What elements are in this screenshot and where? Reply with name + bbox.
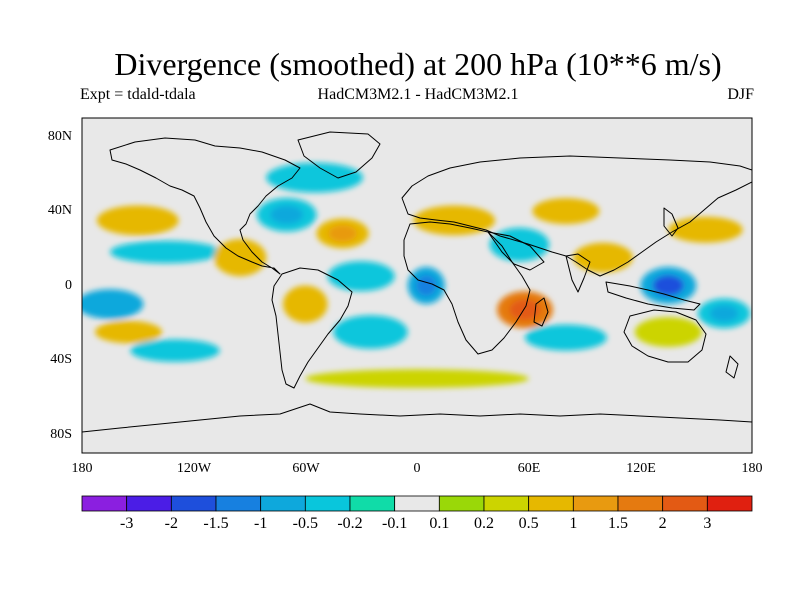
coastline-arabia [487,231,545,271]
colorbar: -3 -2 -1.5 -1 -0.5 -0.2 -0.1 0.1 0.2 0.5 1 1.5 2 3 [81,495,753,532]
coastline-north-america [109,137,301,275]
colorbar-label-1: -2 [165,515,178,532]
colorbar-label-10: 1 [569,515,577,532]
field-core-0 [115,212,161,229]
colorbar-swatch-6 [349,495,396,512]
colorbar-swatch-9 [483,495,530,512]
colorbar-swatch-8 [438,495,485,512]
colorbar-label-6: -0.1 [382,515,407,532]
field-anomaly-11 [333,315,408,349]
coastline-eurasia [401,155,752,277]
colorbar-swatch-2 [170,495,217,512]
field-core-3 [110,325,147,339]
coastline-japan [663,207,679,237]
coastline-new-zealand [725,355,739,379]
lon-tick-120w: 120W [176,461,212,476]
colorbar-swatch-13 [662,495,708,512]
lat-tick-80n: 80N [47,129,72,144]
colorbar-swatch-1 [126,495,172,512]
colorbar-swatch-3 [215,495,262,512]
field-core-20 [685,222,726,237]
model-label: HadCM3M2.1 - HadCM3M2.1 [317,86,519,103]
colorbar-label-12: 2 [659,515,667,532]
map-title: Divergence (smoothed) at 200 hPa (10**6 … [114,46,722,82]
lon-tick-0: 0 [413,461,421,476]
field-anomaly-21 [634,317,702,347]
colorbar-swatch-7 [394,495,440,512]
field-core-2 [91,295,129,313]
coastline-madagascar [533,297,549,327]
season-label: DJF [727,86,754,103]
field-core-19 [652,275,684,296]
coastline-antarctica [82,403,752,433]
field-core-14 [509,299,541,320]
field-core-12 [416,275,437,296]
field-anomaly-7 [266,162,363,193]
coastline-australia [623,309,707,363]
colorbar-swatch-0 [81,495,128,512]
lon-tick-180w: 180 [71,461,93,476]
coastline-africa [403,221,531,355]
field-core-22 [709,305,739,322]
field-anomaly-1 [110,240,222,264]
colorbar-label-4: -0.5 [293,515,318,532]
colorbar-label-13: 3 [703,515,711,532]
coastlines [82,131,752,433]
colorbar-label-7: 0.1 [429,515,449,532]
colorbar-swatch-14 [706,495,753,512]
coastline-maritime-continent [605,281,701,311]
field-anomaly-15 [489,227,550,262]
field-core-10 [293,293,318,315]
colorbar-swatch-4 [260,495,306,512]
colorbar-label-2: -1.5 [203,515,228,532]
lat-tick-80s: 80S [50,427,72,442]
colorbar-swatch-12 [617,495,664,512]
lon-tick-60e: 60E [517,461,541,476]
map-frame [81,117,753,454]
colorbar-label-8: 0.2 [474,515,494,532]
colorbar-label-9: 0.5 [519,515,539,532]
coastline-south-america [271,267,353,389]
colorbar-label-11: 1.5 [608,515,628,532]
lat-tick-0: 0 [65,278,72,293]
coastline-greenland [297,131,381,179]
field-anomaly-23 [305,369,529,388]
lat-tick-40n: 40N [47,203,72,218]
experiment-label: Expt = tdald-tdala [80,86,196,103]
lon-tick-180e: 180 [741,461,763,476]
colorbar-swatch-11 [572,495,619,512]
field-core-6 [270,205,304,224]
field-anomaly-4 [130,339,220,362]
field-core-16 [547,203,585,219]
field-anomaly-17 [525,324,607,351]
divergence-field [82,162,751,388]
lon-tick-120e: 120E [626,461,656,476]
colorbar-swatch-10 [528,495,574,512]
field-core-18 [586,249,620,266]
lat-tick-40s: 40S [50,352,72,367]
field-anomaly-9 [327,261,395,292]
lon-tick-60w: 60W [292,461,320,476]
coastline-india [565,253,591,293]
colorbar-label-3: -1 [254,515,267,532]
colorbar-swatch-5 [304,495,351,512]
field-core-8 [328,225,357,242]
colorbar-label-5: -0.2 [337,515,362,532]
colorbar-label-0: -3 [120,515,133,532]
